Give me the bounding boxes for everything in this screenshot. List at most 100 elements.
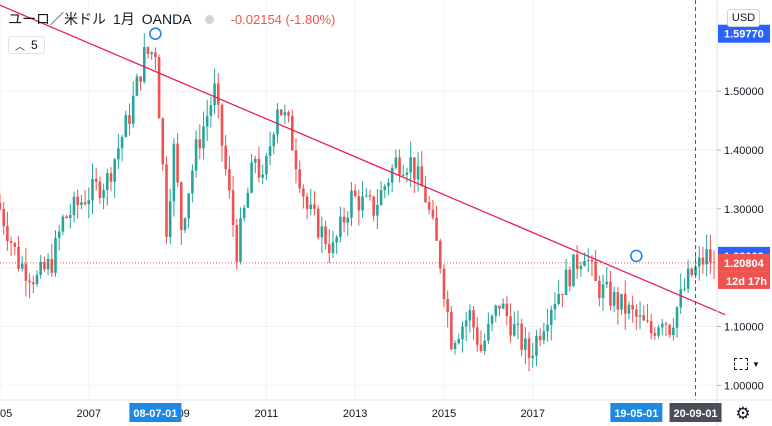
candle-body xyxy=(98,181,102,198)
candle-body xyxy=(335,237,338,243)
candle-body xyxy=(350,190,353,218)
candle-body xyxy=(390,167,394,183)
candle-body xyxy=(113,159,116,182)
candle-body xyxy=(675,307,679,328)
candle-body xyxy=(498,305,501,309)
candle-body xyxy=(179,182,183,231)
candle-body xyxy=(339,216,342,238)
candle-body xyxy=(616,292,620,310)
candle-body xyxy=(409,157,412,173)
candle-body xyxy=(535,335,538,356)
candle-body xyxy=(372,196,375,216)
candle-body xyxy=(701,257,705,265)
candle-body xyxy=(479,344,483,352)
candle-body xyxy=(487,323,490,341)
candle-body xyxy=(398,157,401,175)
trendline-anchor-handle[interactable] xyxy=(630,249,643,263)
x-tick-label: 2017 xyxy=(521,408,545,420)
candle-body xyxy=(438,240,442,269)
candle-body xyxy=(450,311,453,350)
x-badge-bg xyxy=(610,403,663,422)
zoom-button[interactable]: ▼ xyxy=(727,350,767,378)
candle-body xyxy=(601,284,605,299)
candle-body xyxy=(464,320,468,327)
candle-body xyxy=(309,204,313,210)
trendline-line[interactable] xyxy=(0,0,726,316)
x-badge-bg xyxy=(129,403,182,422)
candle-body xyxy=(39,262,42,275)
candle-body xyxy=(265,155,268,175)
candle-body xyxy=(505,303,509,317)
candle-body xyxy=(660,323,664,328)
candle-body xyxy=(631,304,634,310)
candle-body xyxy=(664,323,668,325)
candle-body xyxy=(672,327,675,336)
candle-body xyxy=(279,109,283,116)
trendline-anchor-handle[interactable] xyxy=(149,27,162,41)
candle-body xyxy=(416,166,420,180)
x-badge-label: 20-09-01 xyxy=(674,408,718,420)
candle-body xyxy=(509,316,512,336)
x-badge-label: 08-07-01 xyxy=(133,408,177,420)
candle-body xyxy=(697,257,701,267)
candle-body xyxy=(176,143,179,183)
candle-body xyxy=(605,281,609,285)
candle-body xyxy=(583,260,586,266)
candle-body xyxy=(20,263,24,269)
candle-body xyxy=(705,249,708,265)
symbol-title[interactable]: ユーロ／米ドル 1月 OANDA -0.02154 (-1.80%) xyxy=(8,9,335,29)
candle-body xyxy=(6,226,9,242)
candle-body xyxy=(620,293,623,310)
candle-body xyxy=(235,225,239,262)
trendline[interactable] xyxy=(0,0,726,316)
gear-icon[interactable]: ⚙ xyxy=(735,404,751,423)
candle-body xyxy=(490,315,494,324)
candle-body xyxy=(276,109,279,135)
candle-body xyxy=(531,355,535,359)
candle-body xyxy=(405,172,409,175)
currency-button[interactable]: USD xyxy=(727,9,760,27)
candle-body xyxy=(24,263,28,281)
price-label-bg xyxy=(718,24,770,43)
candle-body xyxy=(220,104,224,146)
candle-body xyxy=(224,145,227,170)
y-tick-label: 1.40000 xyxy=(724,145,764,157)
candle-body xyxy=(35,274,39,285)
overlay-lines xyxy=(0,0,717,400)
candle-body xyxy=(142,47,146,82)
candle-body xyxy=(638,315,642,317)
candle-body xyxy=(257,158,261,178)
candle-body xyxy=(298,169,301,189)
x-tick-label: 2007 xyxy=(77,408,101,420)
candle-body xyxy=(546,324,549,332)
candle-body xyxy=(109,173,113,182)
candle-body xyxy=(413,157,416,180)
indicators-toggle-button[interactable]: ︿ 5 xyxy=(8,36,45,54)
candle-body xyxy=(553,303,557,310)
candle-body xyxy=(612,292,616,306)
candle-body xyxy=(383,186,387,191)
candle-body xyxy=(657,327,660,336)
candle-body xyxy=(76,196,79,206)
candle-body xyxy=(128,115,131,124)
candle-body xyxy=(194,139,198,171)
candle-body xyxy=(346,217,350,223)
candle-body xyxy=(290,115,294,151)
caret-down-icon: ▼ xyxy=(752,359,760,369)
candle-body xyxy=(501,303,505,309)
last-price-label-bg xyxy=(718,253,770,272)
candle-body xyxy=(239,218,242,262)
y-tick-label: 1.50000 xyxy=(724,86,764,98)
candle-body xyxy=(568,269,572,287)
last-price-label: 1.20804 xyxy=(724,258,765,270)
candle-body xyxy=(387,182,390,187)
price-label: 1.59770 xyxy=(724,29,764,41)
candle-body xyxy=(520,323,523,350)
candle-body xyxy=(709,249,712,263)
countdown-label: 12d 17h xyxy=(726,276,767,288)
market-status-dot-icon xyxy=(204,14,214,24)
candle-body xyxy=(649,321,653,334)
